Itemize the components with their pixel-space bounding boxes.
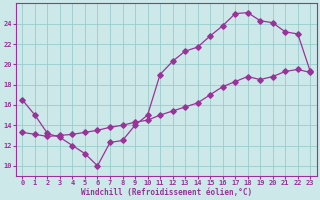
X-axis label: Windchill (Refroidissement éolien,°C): Windchill (Refroidissement éolien,°C): [81, 188, 252, 197]
